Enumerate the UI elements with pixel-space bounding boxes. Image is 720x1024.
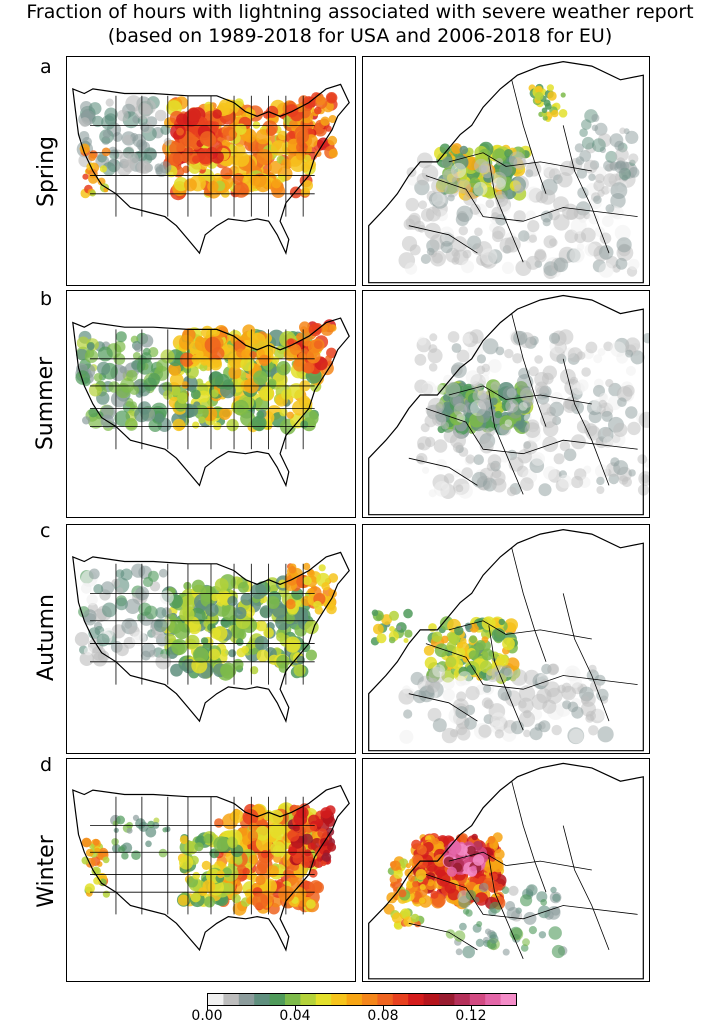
usa-map-winter [66,758,356,982]
colorbar [207,993,517,1006]
panel-letter-b: b [40,288,53,310]
eu-map-winter [362,758,650,982]
season-label-spring: Spring [33,135,59,207]
colorbar-tick-label: 0.12 [455,1008,487,1024]
colorbar-tick [471,1006,472,1010]
eu-map-autumn [362,524,650,754]
eu-map-spring [362,56,650,286]
season-label-winter: Winter [33,834,59,908]
colorbar-tick-label: 0.08 [367,1008,399,1024]
figure-title-line-2: (based on 1989-2018 for USA and 2006-201… [107,25,613,47]
season-label-summer: Summer [33,356,59,450]
colorbar-tick [383,1006,384,1010]
eu-map-summer [362,290,650,518]
figure-title-line-1: Fraction of hours with lightning associa… [26,1,694,23]
usa-map-spring [66,56,356,286]
colorbar-tick [295,1006,296,1010]
panel-letter-d: d [40,754,53,776]
colorbar-tick-label: 0.00 [191,1008,223,1024]
colorbar-tick [207,1006,208,1010]
season-label-autumn: Autumn [33,593,59,681]
panel-letter-a: a [40,56,52,78]
usa-map-autumn [66,524,356,754]
panel-letter-c: c [40,520,51,542]
colorbar-tick-label: 0.04 [279,1008,311,1024]
usa-map-summer [66,290,356,518]
